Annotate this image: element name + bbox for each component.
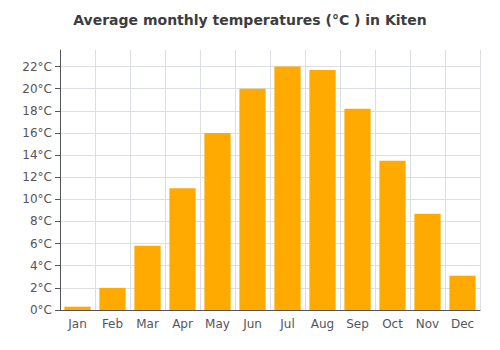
- svg-text:Dec: Dec: [451, 317, 474, 331]
- svg-text:Apr: Apr: [172, 317, 193, 331]
- svg-text:Jan: Jan: [67, 317, 87, 331]
- svg-text:12°C: 12°C: [22, 170, 52, 184]
- svg-text:2°C: 2°C: [30, 281, 52, 295]
- svg-text:8°C: 8°C: [30, 214, 52, 228]
- svg-text:22°C: 22°C: [22, 60, 52, 74]
- svg-text:Aug: Aug: [311, 317, 334, 331]
- svg-text:6°C: 6°C: [30, 237, 52, 251]
- svg-text:4°C: 4°C: [30, 259, 52, 273]
- svg-text:Jun: Jun: [242, 317, 262, 331]
- svg-text:0°C: 0°C: [30, 303, 52, 317]
- svg-text:May: May: [205, 317, 230, 331]
- svg-text:18°C: 18°C: [22, 104, 52, 118]
- svg-text:Feb: Feb: [102, 317, 123, 331]
- svg-text:Oct: Oct: [382, 317, 403, 331]
- svg-text:10°C: 10°C: [22, 192, 52, 206]
- svg-text:Sep: Sep: [346, 317, 369, 331]
- svg-text:Nov: Nov: [416, 317, 439, 331]
- svg-text:Average monthly temperatures (: Average monthly temperatures (°C ) in Ki…: [73, 12, 427, 28]
- svg-text:16°C: 16°C: [22, 126, 52, 140]
- svg-text:Mar: Mar: [136, 317, 159, 331]
- svg-text:14°C: 14°C: [22, 148, 52, 162]
- svg-text:Jul: Jul: [279, 317, 294, 331]
- svg-text:20°C: 20°C: [22, 82, 52, 96]
